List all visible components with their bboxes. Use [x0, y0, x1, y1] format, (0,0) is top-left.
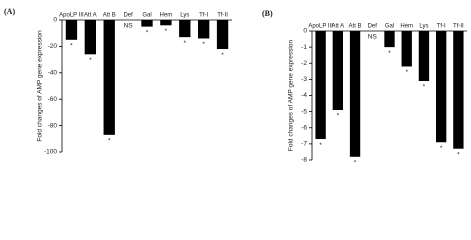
y-tick-label: 0	[303, 28, 307, 35]
significance: *	[146, 29, 149, 36]
significance: *	[354, 159, 357, 166]
x-tick-label: Hem	[400, 24, 413, 30]
panel-label: (A)	[4, 7, 15, 16]
x-tick-label: Hem	[160, 13, 173, 19]
y-tick-label: -5	[301, 108, 307, 115]
significance: *	[388, 50, 391, 57]
bar	[384, 31, 395, 48]
y-tick-label: -2	[301, 60, 307, 67]
bar	[332, 31, 343, 111]
bar	[436, 31, 447, 143]
x-tick-label: Gal	[385, 24, 394, 30]
bar	[418, 31, 430, 81]
x-tick-label: Att A	[331, 24, 344, 30]
x-tick-label: ApoLP III	[308, 24, 333, 30]
y-tick-label: -1	[301, 44, 307, 51]
bar	[84, 20, 96, 55]
y-tick-label: -7	[301, 141, 307, 148]
bar	[179, 20, 191, 38]
y-axis-label: Fold changes of AMP gene expression	[37, 30, 44, 142]
x-tick-label: Def	[368, 24, 378, 30]
y-tick-label: -40	[48, 70, 58, 77]
bar	[198, 20, 210, 39]
bar	[453, 31, 464, 149]
y-tick-label: -4	[301, 92, 307, 99]
significance: *	[184, 40, 187, 47]
bar	[65, 20, 78, 40]
bar	[141, 20, 153, 27]
x-tick-label: Tf-I	[437, 24, 446, 30]
bar	[349, 31, 361, 157]
x-tick-label: Tf-I	[199, 13, 208, 19]
panel-label: (B)	[262, 9, 273, 18]
significance: *	[319, 142, 322, 149]
significance: *	[70, 43, 73, 50]
x-tick-label: Att B	[103, 13, 116, 19]
significance: *	[221, 52, 224, 59]
significance: *	[202, 41, 205, 48]
x-tick-label: Att A	[84, 13, 97, 19]
significance: *	[405, 69, 408, 76]
y-tick-label: -60	[48, 96, 58, 103]
significance: *	[423, 84, 426, 91]
y-tick-label: -6	[301, 124, 307, 131]
significance: NS	[124, 23, 134, 30]
y-tick-label: 0	[53, 17, 57, 24]
significance: *	[165, 28, 168, 35]
significance: *	[337, 113, 340, 120]
bar	[216, 20, 229, 50]
x-tick-label: ApoLP III	[59, 13, 84, 19]
significance: NS	[368, 34, 378, 41]
significance: *	[89, 57, 92, 64]
x-tick-label: Lys	[419, 24, 428, 30]
y-tick-label: -80	[48, 122, 58, 129]
significance: *	[457, 151, 460, 158]
bar	[315, 31, 326, 140]
x-tick-label: Def	[123, 13, 133, 19]
bar	[401, 31, 412, 67]
significance: *	[440, 145, 443, 152]
y-tick-label: -20	[48, 43, 58, 50]
x-tick-label: Att B	[349, 24, 362, 30]
figure: (A) Fold changes of AMP gene expression 0 -…	[4, 7, 467, 166]
y-tick-label: -100	[44, 149, 57, 156]
y-tick-label: -8	[301, 157, 307, 164]
x-tick-label: Tf-II	[217, 13, 228, 19]
significance: *	[108, 138, 111, 145]
bar	[160, 20, 172, 26]
x-tick-label: Gal	[142, 13, 151, 19]
x-tick-label: Tf-II	[453, 24, 464, 30]
y-axis-label: Fold changes of AMP gene expression	[288, 40, 295, 152]
bar	[103, 20, 115, 135]
x-tick-label: Lys	[180, 13, 189, 19]
y-tick-label: -3	[301, 76, 307, 83]
